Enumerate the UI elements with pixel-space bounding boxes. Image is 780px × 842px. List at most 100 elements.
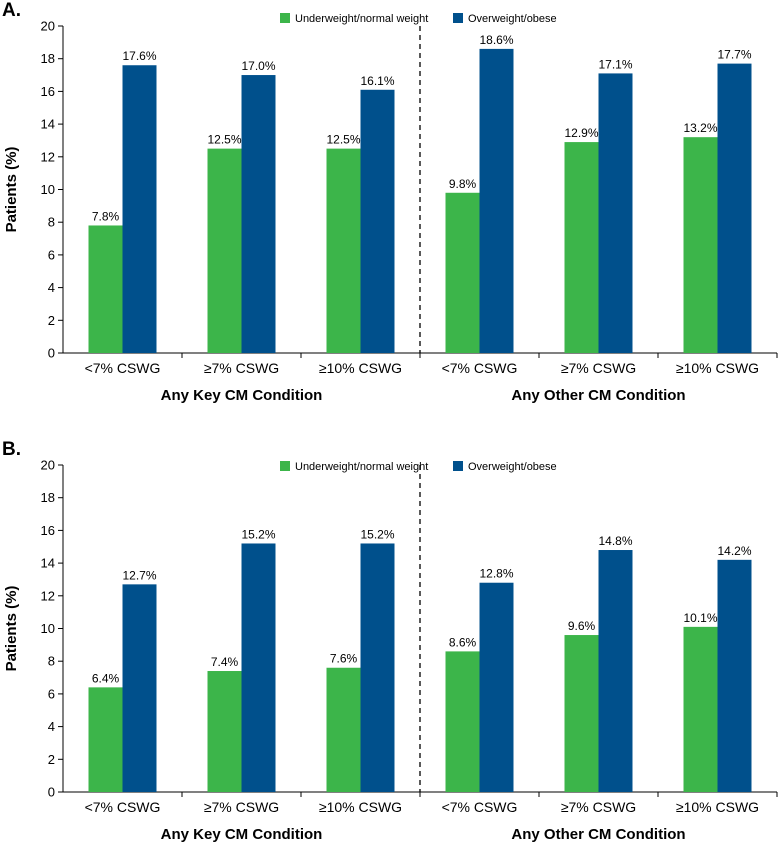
chart-panel-a: A. Patients (%) 0 2 4 6 8 10 12 14 16 18 20 7.8% 17.6%… [2,0,778,404]
y-tick-label: 2 [48,313,55,328]
bar-underweight [683,137,718,353]
data-label-overweight: 17.0% [241,59,275,73]
y-tick-label: 8 [48,654,55,669]
y-tick-label: 2 [48,752,55,767]
data-label-underweight: 10.1% [683,611,717,625]
data-label-underweight: 9.6% [568,619,596,633]
bar-overweight [122,584,157,792]
bar-overweight [479,582,514,792]
data-label-underweight: 6.4% [92,671,120,685]
data-label-underweight: 9.8% [449,177,477,191]
x-category-label: <7% CSWG [442,799,518,815]
x-category-label: ≥10% CSWG [319,360,402,376]
bar-overweight [241,75,276,354]
panel-label: B. [2,439,21,460]
y-tick-label: 18 [41,51,55,66]
data-label-overweight: 14.2% [717,544,751,558]
group-label: Any Other CM Condition [511,387,685,404]
legend-swatch-overweight [453,13,463,23]
bar-underweight [683,626,718,792]
bar-underweight [207,148,242,353]
bar-underweight [564,142,599,353]
x-category-label: <7% CSWG [85,799,161,815]
y-axis-label: Patients (%) [3,586,20,672]
data-label-overweight: 17.6% [122,49,156,63]
bar-underweight [445,192,480,353]
data-label-underweight: 7.6% [330,652,358,666]
bar-underweight [326,667,361,792]
data-label-overweight: 17.1% [598,57,632,71]
x-category-label: ≥7% CSWG [204,360,279,376]
bar-underweight [326,148,361,353]
bar-overweight [479,48,514,353]
y-tick-label: 12 [41,588,55,603]
x-category-label: ≥7% CSWG [204,799,279,815]
y-tick-label: 20 [41,458,55,473]
y-tick-label: 14 [41,556,55,571]
data-label-underweight: 13.2% [683,121,717,135]
data-label-overweight: 12.8% [479,567,513,581]
bar-overweight [717,559,752,792]
y-tick-label: 14 [41,117,55,132]
data-label-overweight: 14.8% [598,534,632,548]
y-tick-label: 20 [41,19,55,34]
data-label-underweight: 12.5% [326,133,360,147]
data-label-overweight: 18.6% [479,33,513,47]
x-category-label: <7% CSWG [442,360,518,376]
group-label: Any Other CM Condition [511,826,685,842]
x-category-label: <7% CSWG [85,360,161,376]
panel-label: A. [2,0,21,21]
data-label-underweight: 7.4% [211,655,239,669]
chart-panel-b: B. Patients (%) 0 2 4 6 8 10 12 14 16 18 20 6.4% 12.7%… [2,439,778,842]
x-category-label: ≥7% CSWG [561,799,636,815]
y-tick-label: 16 [41,84,55,99]
bar-overweight [241,543,276,792]
data-label-underweight: 12.5% [207,133,241,147]
legend-swatch-overweight [453,461,463,471]
data-label-underweight: 7.8% [92,209,120,223]
legend-label-underweight: Underweight/normal weight [295,461,428,473]
legend: Underweight/normal weight Overweight/obes… [280,13,557,25]
x-category-label: ≥10% CSWG [676,799,759,815]
bar-underweight [88,687,123,792]
y-tick-label: 8 [48,215,55,230]
legend-label-overweight: Overweight/obese [468,13,557,25]
y-tick-label: 16 [41,523,55,538]
bar-overweight [598,550,633,792]
data-label-underweight: 12.9% [564,126,598,140]
bar-underweight [445,651,480,792]
x-category-label: ≥10% CSWG [319,799,402,815]
group-label: Any Key CM Condition [161,826,323,842]
bar-underweight [207,671,242,792]
data-label-overweight: 15.2% [241,527,275,541]
bar-overweight [360,543,395,792]
y-tick-label: 0 [48,346,55,361]
y-tick-label: 10 [41,182,55,197]
legend-swatch-underweight [280,461,290,471]
y-tick-label: 6 [48,247,55,262]
y-tick-label: 0 [48,785,55,800]
bar-overweight [598,73,633,353]
y-tick-label: 12 [41,149,55,164]
data-label-overweight: 15.2% [360,527,394,541]
legend-label-underweight: Underweight/normal weight [295,13,428,25]
y-tick-label: 6 [48,686,55,701]
x-category-label: ≥10% CSWG [676,360,759,376]
bar-underweight [88,225,123,353]
data-label-underweight: 8.6% [449,635,477,649]
bar-overweight [122,65,157,354]
group-label: Any Key CM Condition [161,387,323,404]
y-tick-label: 4 [48,719,55,734]
y-axis-label: Patients (%) [3,147,20,233]
bar-overweight [717,63,752,353]
y-tick-label: 10 [41,621,55,636]
y-tick-label: 18 [41,490,55,505]
bar-underweight [564,635,599,792]
y-tick-label: 4 [48,280,55,295]
x-category-label: ≥7% CSWG [561,360,636,376]
data-label-overweight: 16.1% [360,74,394,88]
legend-label-overweight: Overweight/obese [468,461,557,473]
legend: Underweight/normal weight Overweight/obes… [280,461,557,473]
data-label-overweight: 17.7% [717,48,751,62]
